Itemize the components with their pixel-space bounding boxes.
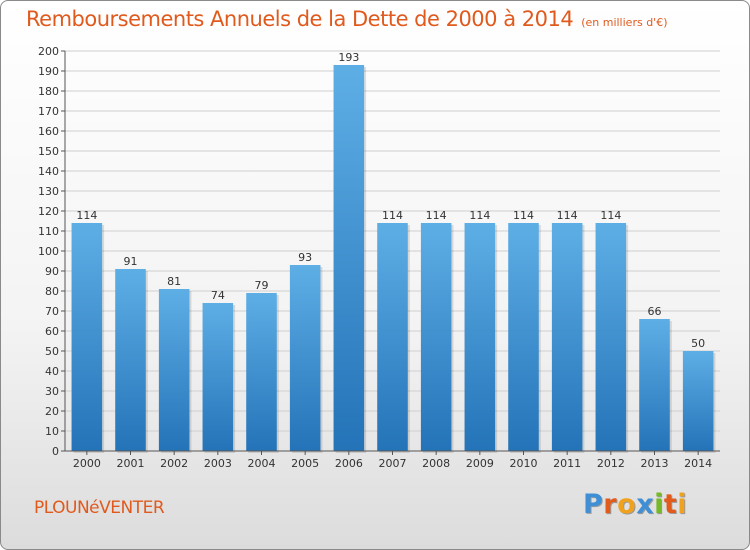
bar-value-label: 74 [211, 289, 225, 302]
x-tick-label: 2002 [160, 457, 188, 470]
y-axis: 0 10 20 30 40 50 60 70 80 90 100 110 120 130 140 150 160… [38, 45, 66, 458]
bars: 114 91 81 74 79 93 193 114 114 114 114 114 114 66 50 [71, 51, 716, 453]
y-tick-label: 150 [38, 145, 59, 158]
chart-title-text: Remboursements Annuels de la Dette de 20… [26, 7, 574, 31]
x-tick-label: 2005 [291, 457, 319, 470]
chart-title: Remboursements Annuels de la Dette de 20… [26, 7, 667, 31]
bar [377, 223, 408, 451]
y-tick-label: 200 [38, 45, 59, 58]
y-tick-label: 0 [52, 445, 59, 458]
x-tick-label: 2003 [204, 457, 232, 470]
y-tick-label: 100 [38, 245, 59, 258]
bar [508, 223, 539, 451]
bar-value-label: 114 [469, 209, 490, 222]
x-tick-label: 2007 [379, 457, 407, 470]
x-tick-label: 2014 [684, 457, 712, 470]
y-tick-label: 160 [38, 125, 59, 138]
logo-letter: r [603, 489, 618, 520]
x-tick-label: 2008 [422, 457, 450, 470]
chart-unit: (en milliers d'€) [581, 16, 668, 29]
logo-letter: o [617, 489, 637, 520]
bar-value-label: 93 [298, 251, 312, 264]
y-tick-label: 10 [45, 425, 59, 438]
bar [682, 351, 714, 451]
bar-value-label: 193 [338, 51, 359, 64]
logo-letter: i [677, 489, 688, 520]
bar [246, 293, 277, 451]
x-tick-label: 2012 [597, 457, 625, 470]
bar-value-label: 66 [648, 305, 662, 318]
bar [420, 223, 452, 451]
y-tick-label: 190 [38, 65, 59, 78]
y-tick-label: 120 [38, 205, 59, 218]
logo-letter: x [636, 489, 655, 520]
y-tick-label: 80 [45, 285, 59, 298]
logo-letter: i [654, 489, 664, 520]
bar-value-label: 114 [76, 209, 97, 222]
bar [158, 289, 190, 451]
bar [71, 223, 103, 451]
x-tick-label: 2004 [248, 457, 276, 470]
bar [289, 265, 321, 451]
x-tick-label: 2010 [510, 457, 538, 470]
y-tick-label: 50 [45, 345, 59, 358]
y-tick-label: 40 [45, 365, 59, 378]
x-tick-label: 2001 [117, 457, 145, 470]
y-tick-label: 30 [45, 385, 59, 398]
bar-value-label: 114 [557, 209, 578, 222]
bar-value-label: 91 [124, 255, 138, 268]
y-tick-label: 180 [38, 85, 59, 98]
bar-value-label: 81 [167, 275, 181, 288]
bar-value-label: 50 [691, 337, 705, 350]
x-tick-label: 2006 [335, 457, 363, 470]
logo-letter: P [583, 489, 604, 520]
bar-value-label: 114 [426, 209, 447, 222]
bar-value-label: 114 [382, 209, 403, 222]
bar [595, 223, 627, 451]
x-tick-label: 2013 [641, 457, 669, 470]
proxiti-logo: Proxiti [583, 489, 687, 520]
y-tick-label: 110 [38, 225, 59, 238]
y-tick-label: 90 [45, 265, 59, 278]
x-tick-label: 2000 [73, 457, 101, 470]
x-tick-label: 2009 [466, 457, 494, 470]
bar [333, 65, 365, 451]
bar [202, 303, 234, 451]
y-tick-label: 60 [45, 325, 59, 338]
commune-name: PLOUNéVENTER [34, 498, 165, 518]
y-tick-label: 140 [38, 165, 59, 178]
logo-letter: t [663, 489, 678, 520]
y-tick-label: 20 [45, 405, 59, 418]
bar-value-label: 114 [600, 209, 621, 222]
y-tick-label: 130 [38, 185, 59, 198]
bar [464, 223, 496, 451]
y-tick-label: 70 [45, 305, 59, 318]
bar [639, 319, 670, 451]
bar-value-label: 79 [255, 279, 269, 292]
y-tick-label: 170 [38, 105, 59, 118]
bar-value-label: 114 [513, 209, 534, 222]
x-tick-label: 2011 [553, 457, 581, 470]
bar [551, 223, 583, 451]
bar [115, 269, 146, 451]
x-axis: 2000 2001 2002 2003 2004 2005 2006 2007 2008 2009… [65, 450, 720, 470]
